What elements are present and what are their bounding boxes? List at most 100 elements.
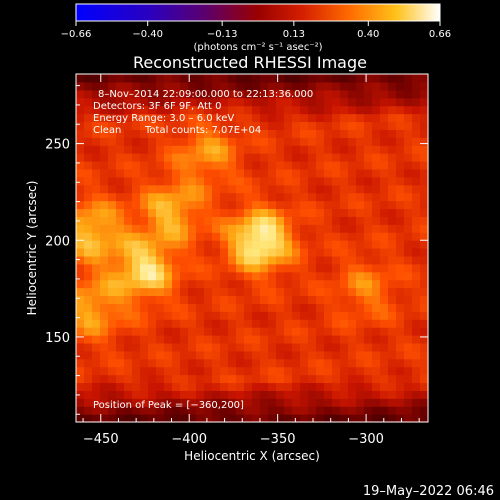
heatmap-cell [164, 145, 173, 154]
heatmap-cell [348, 74, 357, 83]
heatmap-cell [244, 216, 253, 225]
heatmap-cell [324, 311, 333, 320]
heatmap-cell [140, 74, 149, 83]
heatmap-cell [276, 303, 285, 312]
heatmap-cell [396, 295, 405, 304]
heatmap-cell [340, 374, 349, 384]
heatmap-cell [164, 342, 173, 352]
heatmap-cell [212, 398, 221, 407]
heatmap-cell [212, 240, 221, 249]
heatmap-cell [324, 382, 333, 391]
heatmap-cell [108, 208, 117, 217]
heatmap-cell [324, 414, 333, 423]
heatmap-cell [372, 113, 381, 123]
heatmap-cell [340, 153, 349, 162]
heatmap-cell [380, 319, 389, 328]
heatmap-cell [188, 303, 197, 312]
heatmap-cell [188, 311, 197, 320]
heatmap-cell [92, 287, 101, 297]
heatmap-cell [92, 161, 101, 170]
heatmap-cell [228, 335, 237, 344]
heatmap-cell [260, 74, 269, 83]
heatmap-cell [148, 398, 157, 407]
heatmap-cell [108, 81, 117, 91]
heatmap-cell [364, 287, 373, 297]
heatmap-cell [332, 168, 341, 178]
heatmap-cell [372, 89, 381, 99]
heatmap-cell [300, 311, 309, 320]
heatmap-cell [388, 232, 397, 241]
heatmap-cell [412, 311, 421, 320]
heatmap-cell [148, 414, 157, 423]
heatmap-cell [92, 303, 101, 312]
heatmap-cell [412, 200, 421, 210]
heatmap-cell [140, 311, 149, 320]
heatmap-cell [316, 358, 325, 368]
heatmap-cell [332, 295, 341, 304]
heatmap-cell [276, 366, 285, 376]
heatmap-cell [356, 255, 365, 265]
heatmap-cell [356, 113, 365, 123]
heatmap-cell [84, 208, 93, 217]
heatmap-cell [76, 303, 85, 312]
heatmap-cell [308, 105, 317, 115]
heatmap-cell [108, 279, 117, 289]
heatmap-cell [380, 208, 389, 217]
heatmap-cell [332, 271, 341, 281]
heatmap-cell [348, 168, 357, 178]
heatmap-cell [356, 311, 365, 320]
heatmap-cell [292, 137, 301, 146]
heatmap-cell [316, 240, 325, 249]
heatmap-cell [92, 97, 101, 107]
heatmap-cell [284, 153, 293, 162]
heatmap-cell [196, 184, 205, 194]
heatmap-cell [196, 161, 205, 170]
heatmap-cell [188, 153, 197, 162]
heatmap-cell [156, 263, 165, 273]
heatmap-cell [308, 74, 317, 83]
heatmap-cell [148, 176, 157, 186]
heatmap-cell [92, 168, 101, 178]
heatmap-cell [340, 137, 349, 146]
heatmap-cell [188, 200, 197, 210]
heatmap-cell [332, 414, 341, 423]
heatmap-cell [140, 342, 149, 352]
heatmap-cell [356, 350, 365, 360]
heatmap-cell [180, 350, 189, 360]
heatmap-cell [404, 366, 413, 376]
heatmap-cell [324, 335, 333, 344]
heatmap-cell [412, 248, 421, 257]
heatmap-cell [236, 145, 245, 154]
heatmap-cell [276, 271, 285, 281]
heatmap-cell [412, 240, 421, 249]
heatmap-cell [276, 137, 285, 146]
heatmap-cell [316, 105, 325, 115]
heatmap-cell [212, 303, 221, 312]
y-tick-label: 150 [45, 331, 70, 346]
heatmap-cell [196, 271, 205, 281]
heatmap-cell [140, 153, 149, 162]
heatmap-cell [284, 192, 293, 202]
heatmap-cell [404, 358, 413, 368]
heatmap-cell [260, 398, 269, 407]
heatmap-cell [292, 279, 301, 289]
heatmap-cell [164, 129, 173, 138]
heatmap-cell [276, 232, 285, 241]
heatmap-cell [108, 287, 117, 297]
heatmap-cell [420, 224, 429, 233]
heatmap-cell [388, 129, 397, 138]
heatmap-cell [116, 390, 125, 399]
heatmap-cell [396, 279, 405, 289]
heatmap-cell [148, 74, 157, 83]
heatmap-cell [156, 137, 165, 146]
heatmap-cell [148, 303, 157, 312]
heatmap-cell [148, 327, 157, 336]
heatmap-cell [124, 89, 133, 99]
heatmap-cell [220, 263, 229, 273]
heatmap-cell [412, 255, 421, 265]
heatmap-cell [268, 319, 277, 328]
heatmap-cell [180, 327, 189, 336]
heatmap-cell [276, 89, 285, 99]
heatmap-cell [76, 145, 85, 154]
heatmap-cell [132, 406, 141, 415]
